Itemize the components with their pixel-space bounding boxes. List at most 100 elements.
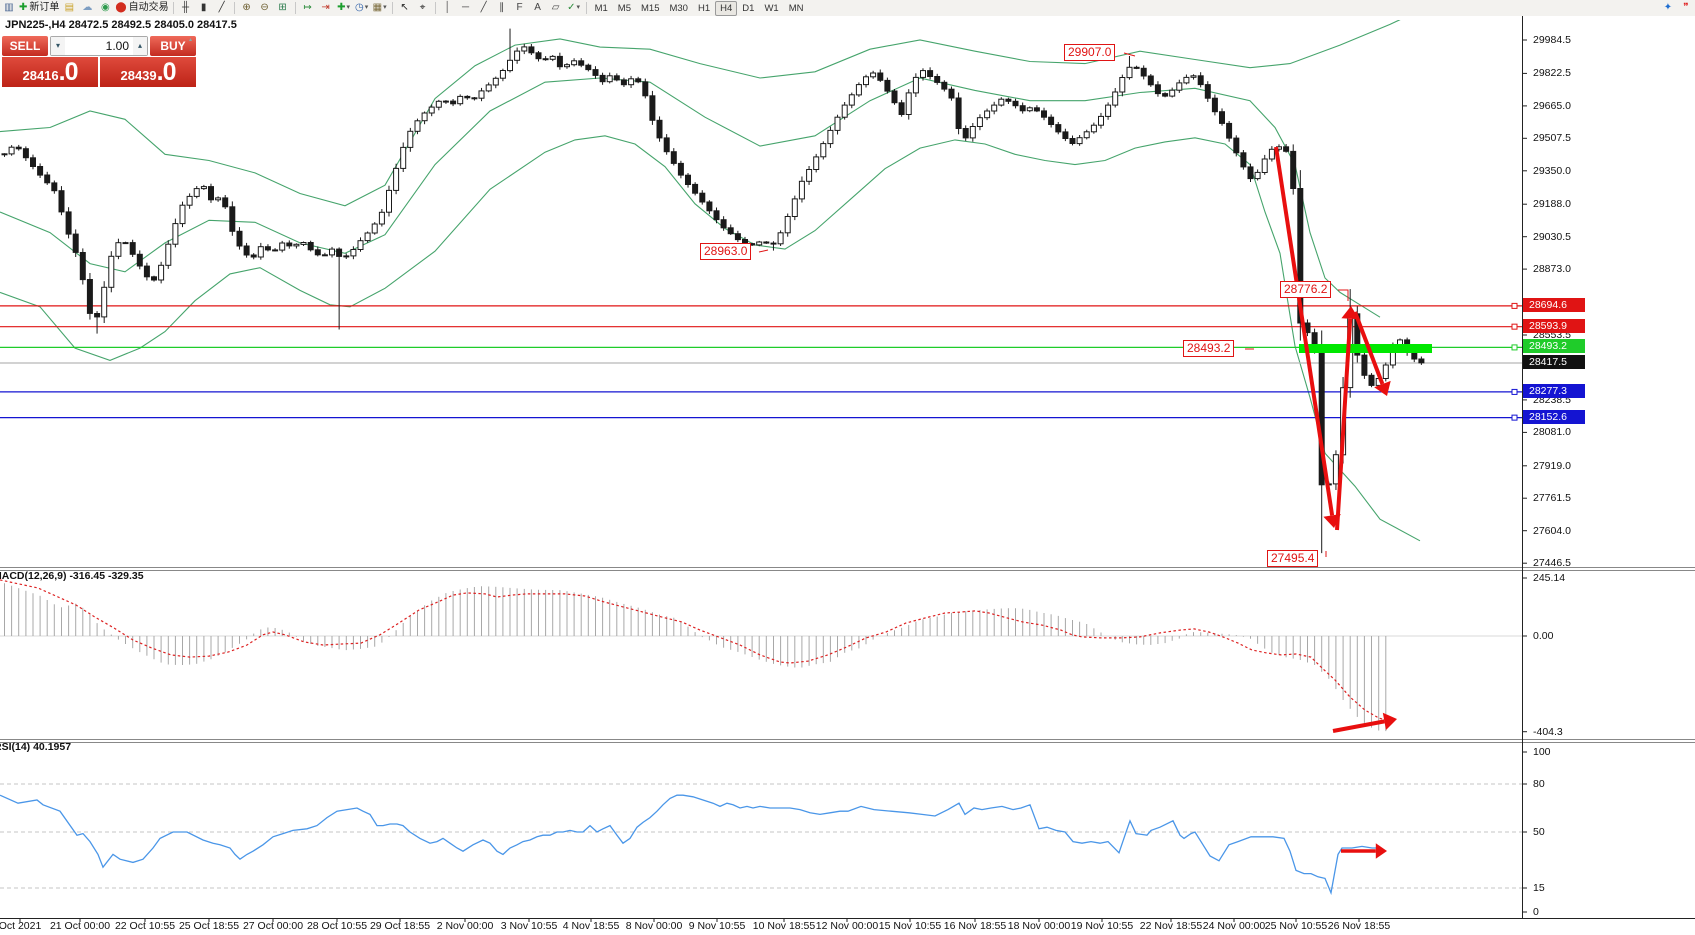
price-axis-label[interactable]: 29507.5	[1533, 132, 1571, 145]
date-label[interactable]: 27 Oct 00:00	[242, 920, 304, 932]
date-label[interactable]: 3 Nov 10:55	[500, 920, 558, 932]
news-icon[interactable]: ◉	[97, 1, 113, 15]
date-label[interactable]: 19 Nov 10:55	[1070, 920, 1134, 932]
date-label[interactable]: 9 Nov 10:55	[688, 920, 746, 932]
arrows-icon[interactable]: ✓ ▾	[566, 1, 582, 15]
red-arrow[interactable]	[1335, 318, 1353, 531]
price-tag-28277.3[interactable]: 28277.3	[1523, 383, 1585, 398]
price-axis-label[interactable]: 28873.0	[1533, 263, 1571, 276]
date-label[interactable]: 26 Nov 18:55	[1327, 920, 1391, 932]
vertical-line-icon[interactable]: │	[440, 1, 456, 15]
data-window-icon[interactable]: ☁	[79, 1, 95, 15]
timeframe-D1[interactable]: D1	[742, 2, 755, 14]
chart-canvas[interactable]	[0, 16, 1695, 935]
hline-handle[interactable]	[1511, 323, 1518, 330]
hline-handle[interactable]	[1511, 414, 1518, 421]
date-label[interactable]: 22 Oct 10:55	[114, 920, 176, 932]
date-label[interactable]: 15 Nov 10:55	[878, 920, 942, 932]
red-arrow[interactable]	[1353, 311, 1385, 385]
chart-stage[interactable]: 29984.5 29822.5 29665.0 29507.5 29350.0 29188…	[0, 16, 1695, 935]
panel-collapse-icon[interactable]: ▴	[189, 37, 193, 43]
timeframe-M5[interactable]: M5	[617, 2, 631, 14]
date-label[interactable]: 18 Nov 00:00	[1007, 920, 1071, 932]
date-label[interactable]: 21 Oct 00:00	[49, 920, 111, 932]
price-axis-label[interactable]: 29665.0	[1533, 99, 1571, 112]
price-tag-28593.9[interactable]: 28593.9	[1523, 318, 1585, 333]
dropdown-arrow-icon[interactable]: ▾	[346, 4, 351, 11]
dropdown-arrow-icon[interactable]: ▾	[364, 4, 369, 11]
date-label[interactable]: 29 Oct 18:55	[369, 920, 431, 932]
price-axis-label[interactable]: 27446.5	[1533, 557, 1571, 570]
date-label[interactable]: 2 Nov 00:00	[436, 920, 494, 932]
new-order-button[interactable]: ✚ 新订单	[19, 1, 59, 15]
autotrading-button[interactable]: ⬤ 自动交易	[115, 1, 168, 15]
green-zone-rect[interactable]	[1299, 344, 1432, 353]
price-axis-label[interactable]: 29030.5	[1533, 230, 1571, 243]
price-axis-label[interactable]: 28081.0	[1533, 426, 1571, 439]
price-axis-label[interactable]: 27919.0	[1533, 459, 1571, 472]
trendline-icon[interactable]: ╱	[476, 1, 492, 15]
add-indicator-icon[interactable]: ✚ ▾	[336, 1, 352, 15]
price-callout-28776.2[interactable]: 28776.2	[1280, 281, 1332, 298]
market-watch-icon[interactable]: ▤	[61, 1, 77, 15]
fibonacci-icon[interactable]: F	[512, 1, 528, 15]
text-icon[interactable]: A	[530, 1, 546, 15]
date-label[interactable]: 10 Nov 18:55	[752, 920, 816, 932]
price-axis-label[interactable]: 27761.5	[1533, 492, 1571, 505]
auto-scroll-icon[interactable]: ↦	[300, 1, 316, 15]
tile-windows-icon[interactable]: ⊞	[275, 1, 291, 15]
timeframe-H4[interactable]: H4	[715, 0, 738, 16]
timeframe-M30[interactable]: M30	[669, 2, 688, 14]
price-callout-28493.2[interactable]: 28493.2	[1183, 340, 1235, 357]
dropdown-arrow-icon[interactable]: ▾	[576, 4, 581, 11]
date-label[interactable]: 28 Oct 10:55	[306, 920, 368, 932]
zoom-in-icon[interactable]: ⊕	[239, 1, 255, 15]
periods-icon[interactable]: ◷ ▾	[354, 1, 370, 15]
timeframe-W1[interactable]: W1	[764, 2, 779, 14]
chart-shift-icon[interactable]: ⇥	[318, 1, 334, 15]
buy-button[interactable]: BUY	[150, 36, 196, 56]
price-tag-28417.5[interactable]: 28417.5	[1523, 355, 1585, 370]
timeframe-M1[interactable]: M1	[594, 2, 608, 14]
date-label[interactable]: 16 Nov 18:55	[943, 920, 1007, 932]
price-axis-label[interactable]: 29350.0	[1533, 164, 1571, 177]
price-axis-label[interactable]: 29188.0	[1533, 198, 1571, 211]
sell-button[interactable]: SELL	[2, 36, 48, 56]
price-axis-label[interactable]: 27604.0	[1533, 524, 1571, 537]
date-label[interactable]: 22 Nov 18:55	[1139, 920, 1203, 932]
volume-decrease-button[interactable]: ▾	[51, 37, 65, 55]
line-chart-icon[interactable]: ╱	[214, 1, 230, 15]
bar-chart-icon[interactable]: ╫	[178, 1, 194, 15]
hline-handle[interactable]	[1511, 388, 1518, 395]
candlestick-chart-icon[interactable]: ▮	[196, 1, 212, 15]
sell-price[interactable]: 28416.0	[2, 57, 98, 87]
crosshair-icon[interactable]: ⌖	[415, 1, 431, 15]
date-label[interactable]: 25 Oct 18:55	[178, 920, 240, 932]
timeframe-MN[interactable]: MN	[788, 2, 804, 14]
price-tag-28152.6[interactable]: 28152.6	[1523, 409, 1585, 424]
price-tag-28694.6[interactable]: 28694.6	[1523, 297, 1585, 312]
hline-handle[interactable]	[1511, 302, 1518, 309]
price-tag-28493.2[interactable]: 28493.2	[1523, 339, 1585, 354]
templates-icon[interactable]: ▦ ▾	[372, 1, 388, 15]
buy-price[interactable]: 28439.0	[100, 57, 196, 87]
shapes-icon[interactable]: ▱	[548, 1, 564, 15]
horizontal-line-icon[interactable]: ─	[458, 1, 474, 15]
price-callout-28963.0[interactable]: 28963.0	[700, 243, 752, 260]
red-arrow[interactable]	[1332, 719, 1385, 733]
volume-increase-button[interactable]: ▴	[133, 37, 147, 55]
date-label[interactable]: Oct 2021	[0, 920, 42, 932]
dropdown-arrow-icon[interactable]: ▾	[383, 4, 387, 11]
price-callout-29907.0[interactable]: 29907.0	[1064, 44, 1116, 61]
volume-input[interactable]: 1.00	[105, 39, 129, 53]
date-label[interactable]: 4 Nov 18:55	[562, 920, 620, 932]
price-axis-label[interactable]: 29984.5	[1533, 34, 1571, 46]
price-axis-label[interactable]: 29822.5	[1533, 67, 1571, 80]
channel-icon[interactable]: ∥	[494, 1, 510, 15]
date-label[interactable]: 25 Nov 10:55	[1264, 920, 1328, 932]
timeframe-M15[interactable]: M15	[641, 2, 660, 14]
date-label[interactable]: 8 Nov 00:00	[625, 920, 683, 932]
chat-icon[interactable]: ❞	[1683, 2, 1689, 13]
red-arrow[interactable]	[1274, 146, 1335, 516]
date-label[interactable]: 24 Nov 00:00	[1202, 920, 1266, 932]
